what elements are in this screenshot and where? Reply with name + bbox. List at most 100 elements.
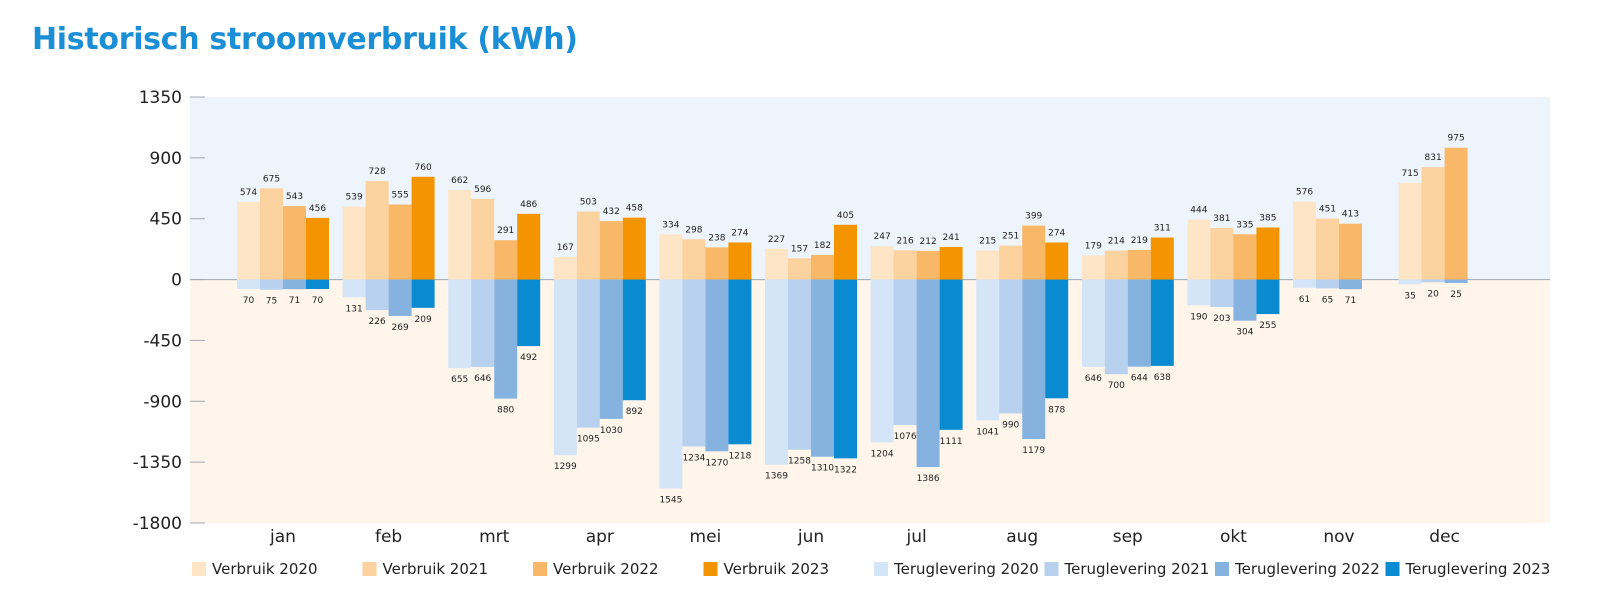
bar-teruglevering-2023-sep <box>1150 279 1174 366</box>
legend-item: Verbruik 2021 <box>362 560 488 578</box>
bar-verbruik-2021-apr <box>576 211 600 280</box>
bar-teruglevering-2022-dec <box>1444 279 1468 283</box>
bar-teruglevering-2023-mrt <box>517 279 541 347</box>
bar-verbruik-2022-feb <box>388 204 412 280</box>
data-label: 157 <box>791 244 808 254</box>
bar-teruglevering-2021-dec <box>1421 279 1445 283</box>
bar-teruglevering-2022-nov <box>1339 279 1362 290</box>
bar-verbruik-2020-apr <box>553 256 577 280</box>
data-label: 646 <box>1085 374 1102 384</box>
bar-verbruik-2023-mrt <box>517 213 541 280</box>
data-label: 1041 <box>976 427 999 437</box>
data-label: 458 <box>626 204 643 214</box>
data-label: 251 <box>1002 232 1019 242</box>
data-label: 700 <box>1108 381 1125 391</box>
legend-item: Verbruik 2022 <box>533 560 658 578</box>
bar-teruglevering-2020-sep <box>1081 279 1105 367</box>
data-label: 975 <box>1448 134 1465 144</box>
bar-teruglevering-2020-jul <box>870 279 894 443</box>
legend-label: Verbruik 2021 <box>383 560 488 578</box>
data-label: 728 <box>369 167 386 177</box>
bar-teruglevering-2022-jul <box>916 279 940 468</box>
data-label: 1299 <box>554 462 577 472</box>
data-label: 381 <box>1213 214 1230 224</box>
data-label: 190 <box>1190 312 1207 322</box>
bar-teruglevering-2020-aug <box>976 279 1000 421</box>
bar-verbruik-2020-jul <box>870 246 894 280</box>
data-label: 646 <box>474 374 491 384</box>
data-label: 576 <box>1296 188 1313 198</box>
data-label: 1545 <box>659 496 682 506</box>
data-label: 71 <box>289 296 300 306</box>
data-label: 1076 <box>894 432 917 442</box>
data-label: 75 <box>266 297 277 307</box>
x-category-label: jan <box>269 527 296 547</box>
bar-verbruik-2020-mrt <box>448 190 472 280</box>
legend-swatch <box>533 562 547 576</box>
bar-verbruik-2021-feb <box>365 181 389 280</box>
bar-verbruik-2023-jun <box>834 224 857 280</box>
data-label: 555 <box>392 191 409 201</box>
data-label: 1369 <box>765 472 788 482</box>
bar-verbruik-2023-apr <box>622 217 646 280</box>
bar-teruglevering-2021-sep <box>1104 279 1128 375</box>
legend-item: Teruglevering 2022 <box>1215 560 1380 578</box>
bar-verbruik-2022-jan <box>283 206 306 280</box>
data-label: 486 <box>520 200 537 210</box>
data-label: 503 <box>580 198 597 208</box>
y-tick-label: 1350 <box>139 88 182 108</box>
bar-verbruik-2022-apr <box>599 221 623 280</box>
bar-teruglevering-2020-jan <box>237 279 260 290</box>
bar-verbruik-2023-jan <box>306 217 329 280</box>
bar-verbruik-2022-jul <box>916 250 940 280</box>
bar-verbruik-2022-aug <box>1022 225 1046 280</box>
data-label: 413 <box>1342 210 1359 220</box>
data-label: 1179 <box>1022 446 1045 456</box>
data-label: 1095 <box>577 435 600 445</box>
bar-verbruik-2023-aug <box>1045 242 1069 280</box>
y-tick-label: -900 <box>143 392 182 412</box>
bar-teruglevering-2020-mrt <box>448 279 472 369</box>
y-axis: 1350 900 450 0 -450 -900 -1350 -1800 <box>133 88 1550 534</box>
bar-teruglevering-2023-feb <box>411 279 435 308</box>
data-label: 675 <box>263 174 280 184</box>
data-label: 1270 <box>705 458 728 468</box>
bar-verbruik-2021-mei <box>682 239 706 280</box>
data-label: 831 <box>1425 153 1442 163</box>
data-label: 182 <box>814 241 831 251</box>
data-label: 1218 <box>728 451 751 461</box>
data-label: 399 <box>1025 212 1042 222</box>
bar-teruglevering-2021-jan <box>260 279 283 290</box>
bar-teruglevering-2021-mrt <box>471 279 495 367</box>
data-label: 70 <box>243 296 255 306</box>
bar-verbruik-2020-dec <box>1398 182 1422 280</box>
legend-label: Verbruik 2020 <box>212 560 317 578</box>
y-tick-label: 900 <box>150 149 182 169</box>
x-category-label: sep <box>1113 527 1143 547</box>
bar-teruglevering-2020-dec <box>1398 279 1422 285</box>
bar-teruglevering-2022-aug <box>1022 279 1046 440</box>
bar-teruglevering-2022-jan <box>283 279 306 290</box>
y-tick-label: -1350 <box>133 453 182 473</box>
bars <box>237 147 1468 489</box>
bar-verbruik-2022-nov <box>1339 223 1362 280</box>
bar-verbruik-2021-jun <box>788 258 811 280</box>
data-label: 241 <box>943 233 960 243</box>
x-category-label: apr <box>586 527 614 547</box>
data-label: 167 <box>557 243 574 253</box>
bar-verbruik-2023-okt <box>1256 227 1280 280</box>
bar-teruglevering-2020-feb <box>342 279 366 298</box>
data-label: 227 <box>768 235 785 245</box>
bar-verbruik-2021-jan <box>260 188 283 280</box>
data-label: 25 <box>1450 290 1461 300</box>
data-label: 1111 <box>940 437 963 447</box>
data-label: 335 <box>1236 220 1253 230</box>
data-label: 35 <box>1404 291 1415 301</box>
bar-teruglevering-2023-jul <box>939 279 963 430</box>
legend-label: Teruglevering 2023 <box>1405 560 1551 578</box>
x-category-label: dec <box>1429 527 1460 547</box>
data-label: 214 <box>1108 237 1125 247</box>
data-label: 574 <box>240 188 257 198</box>
bar-verbruik-2021-sep <box>1104 250 1128 280</box>
